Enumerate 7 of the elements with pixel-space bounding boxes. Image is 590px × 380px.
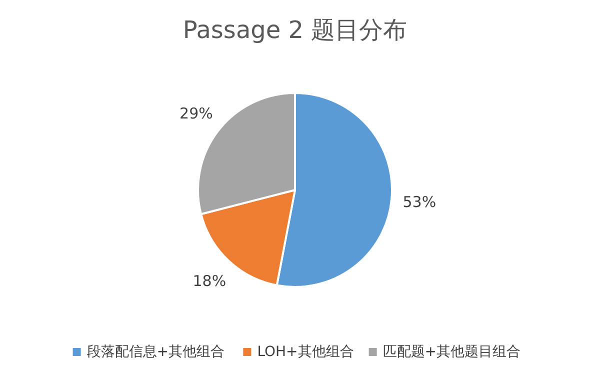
data-label: 18%: [192, 272, 226, 290]
legend-label: 段落配信息+其他组合: [86, 344, 225, 360]
data-label: 53%: [402, 192, 436, 211]
legend-label: LOH+其他组合: [257, 344, 354, 360]
chart-title: Passage 2 题目分布: [182, 16, 408, 44]
legend-label: 匹配题+其他题目组合: [382, 344, 521, 360]
data-label: 29%: [180, 104, 213, 122]
